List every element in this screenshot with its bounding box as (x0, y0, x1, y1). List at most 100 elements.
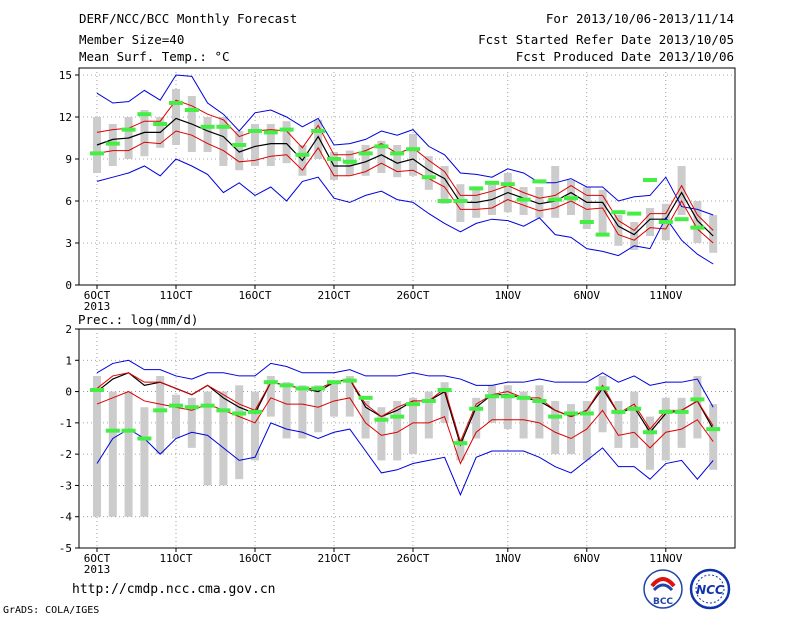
observed-marker (421, 398, 436, 403)
observed-marker (390, 151, 405, 156)
ensemble-box (266, 124, 275, 166)
observed-marker (248, 409, 262, 414)
x-tick-label: 26OCT (396, 289, 429, 302)
ensemble-box (693, 201, 702, 243)
ensemble-box (424, 156, 433, 190)
x-year-label: 2013 (84, 563, 111, 576)
observed-marker (595, 386, 610, 391)
observed-marker (485, 394, 499, 399)
observed-marker (595, 232, 610, 237)
ensemble-box (314, 385, 323, 433)
observed-marker (311, 386, 326, 391)
ensemble-box (535, 385, 544, 439)
upper-envelope-line (96, 74, 714, 216)
observed-marker (137, 112, 152, 117)
ensemble-box (630, 391, 639, 448)
observed-marker (105, 141, 120, 146)
observed-marker (295, 152, 310, 157)
ensemble-box (582, 187, 591, 229)
temperature-panel: 0 3 6 9 12 15 6OCT 11OCT 16OCT 21OCT 26OCT 1NOV 6NOV… (59, 67, 736, 313)
x-tick-label: 11OCT (159, 289, 192, 302)
observed-marker (690, 397, 705, 402)
ensemble-box (172, 394, 180, 439)
y-tick-label: 1 (65, 354, 72, 367)
observed-marker (437, 199, 452, 203)
spread-upper-line (96, 99, 714, 232)
spread-lower-line (96, 391, 714, 465)
observed-marker (90, 388, 104, 393)
ensemble-box (409, 397, 417, 455)
ensemble-box (187, 397, 196, 448)
observed-marker (327, 380, 341, 385)
forecast-produced-date: Fcst Produced Date 2013/10/06 (515, 49, 734, 64)
ensemble-box (124, 391, 133, 517)
x-tick-label: 6OCT (84, 289, 111, 302)
observed-marker (548, 197, 563, 202)
ensemble-box (614, 215, 623, 246)
ensemble-box (598, 189, 607, 236)
x-tick-label: 16OCT (238, 289, 271, 302)
observed-marker (453, 441, 468, 446)
y-tick-label: 6 (65, 195, 72, 208)
observed-marker (469, 406, 484, 411)
observed-marker (184, 108, 199, 112)
forecast-started-date: Fcst Started Refer Date 2013/10/05 (478, 32, 734, 47)
y-tick-label: 9 (65, 153, 72, 166)
observed-marker (674, 409, 689, 414)
y-tick-label: 2 (65, 323, 72, 336)
ensemble-box (472, 397, 481, 439)
ensemble-box (551, 400, 560, 455)
observed-marker (295, 386, 310, 391)
observed-marker (627, 406, 642, 411)
precipitation-title: Prec.: log(mm/d) (78, 312, 198, 327)
ensemble-box (646, 208, 654, 236)
chart-title: DERF/NCC/BCC Monthly Forecast (79, 11, 298, 26)
observed-marker (390, 414, 405, 419)
observed-marker (532, 398, 547, 403)
ensemble-box (456, 184, 465, 222)
observed-marker (564, 411, 578, 416)
ensemble-box (282, 121, 291, 164)
observed-marker (437, 388, 452, 393)
x-tick-label: 11NOV (649, 289, 682, 302)
y-tick-label: -5 (59, 542, 72, 555)
ensemble-box (156, 375, 165, 455)
bcc-logo: BCC (643, 569, 683, 609)
ensemble-box (172, 89, 180, 145)
observed-marker (279, 383, 294, 388)
ensemble-box (440, 382, 449, 423)
observed-marker (627, 211, 642, 216)
x-year-label: 2013 (84, 300, 111, 313)
ensemble-box (488, 385, 496, 423)
ensemble-box (661, 397, 670, 461)
ensemble-box (567, 404, 575, 455)
ensemble-box (203, 391, 212, 486)
ensemble-box (630, 222, 639, 250)
ensemble-box (614, 400, 623, 448)
observed-marker (674, 217, 689, 222)
ensemble-box (361, 400, 370, 439)
ensemble-box (409, 133, 417, 176)
ensemble-box (709, 215, 718, 253)
y-tick-label: 15 (59, 69, 72, 82)
observed-marker (232, 143, 247, 147)
lower-envelope-line (96, 158, 714, 265)
observed-marker (374, 417, 389, 422)
observed-marker (184, 405, 199, 410)
observed-marker (232, 411, 247, 416)
source-url[interactable]: http://cmdp.ncc.cma.gov.cn (72, 582, 276, 597)
ensemble-box (377, 140, 386, 173)
y-tick-label: -3 (59, 479, 72, 492)
observed-marker (453, 199, 468, 203)
ensemble-box (393, 400, 402, 461)
observed-marker (406, 147, 420, 152)
observed-marker (121, 428, 136, 433)
observed-marker (611, 210, 626, 215)
observed-marker (406, 402, 420, 407)
y-tick-label: -4 (59, 511, 73, 524)
observed-marker (216, 408, 231, 413)
observed-marker (358, 395, 373, 400)
x-tick-label: 6NOV (574, 552, 601, 565)
observed-marker (421, 175, 436, 180)
